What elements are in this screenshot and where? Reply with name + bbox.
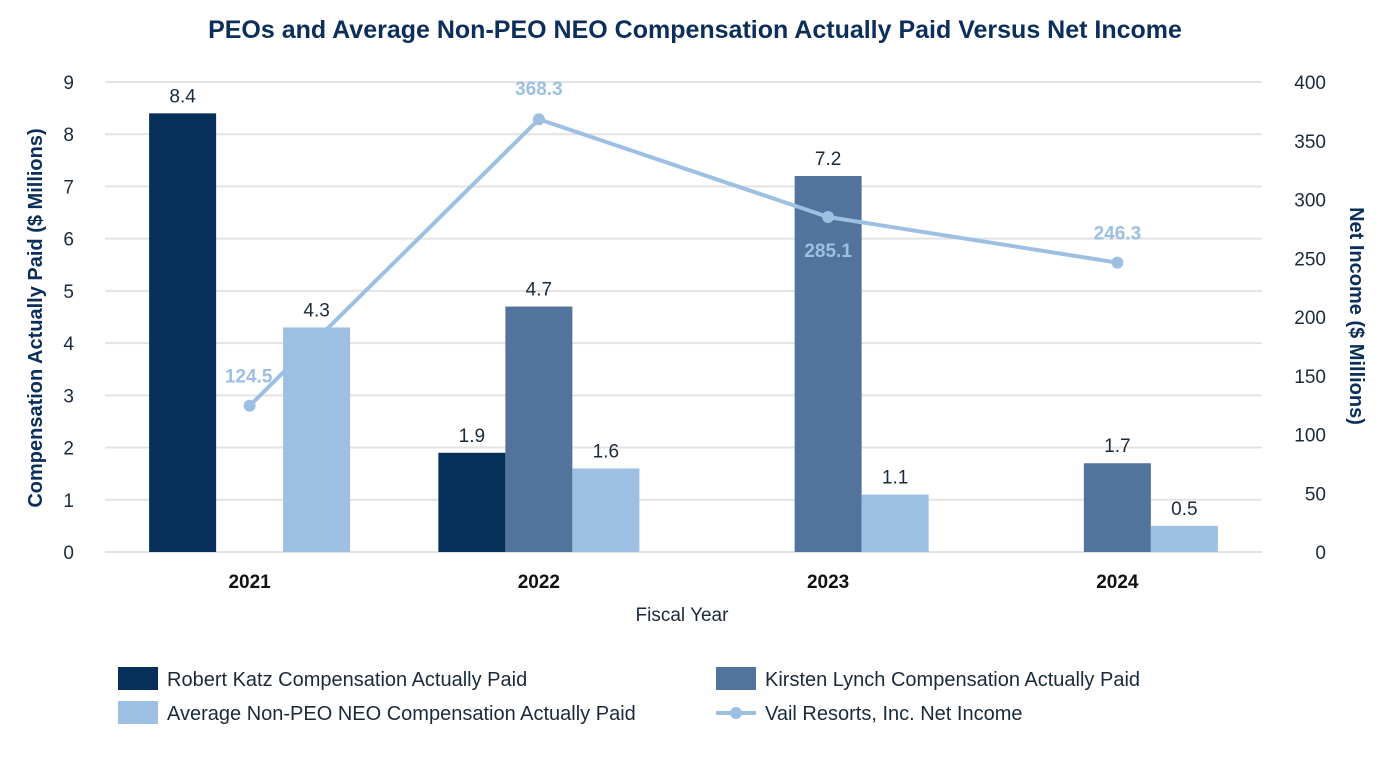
y-tick-label: 7 [63, 177, 74, 198]
bar [149, 113, 217, 552]
y-tick-label: 9 [63, 73, 74, 94]
net-income-line [243, 113, 1124, 412]
bar [283, 327, 351, 552]
y-tick-label: 0 [63, 543, 74, 564]
y2-tick-label: 0 [1315, 543, 1326, 564]
x-tick-label: 2024 [1096, 572, 1139, 593]
legend-label: Average Non-PEO NEO Compensation Actuall… [167, 703, 636, 725]
y-tick-label: 8 [63, 125, 74, 146]
x-axis-title: Fiscal Year [636, 605, 730, 626]
legend-label: Vail Resorts, Inc. Net Income [765, 703, 1023, 725]
bar-data-label: 1.1 [882, 468, 908, 489]
axis-ticks: 0 1 2 3 4 5 6 7 8 9 0 50 100 150 200 250 300 350 400 2021 20… [63, 73, 1326, 593]
x-tick-label: 2022 [518, 572, 560, 593]
legend-line-marker [730, 707, 742, 719]
bar-data-label: 7.2 [815, 149, 841, 170]
line-data-label: 368.3 [515, 79, 563, 100]
y2-tick-label: 100 [1294, 426, 1326, 447]
line-point [532, 113, 545, 126]
y2-tick-label: 250 [1294, 249, 1326, 270]
bar-data-label: 4.7 [526, 280, 552, 301]
bar-data-label: 8.4 [169, 86, 196, 107]
y2-tick-label: 50 [1305, 484, 1326, 505]
legend-swatch [118, 701, 158, 724]
bar-data-label: 0.5 [1171, 499, 1197, 520]
y-tick-label: 3 [63, 386, 74, 407]
legend: Robert Katz Compensation Actually Paid Ki… [118, 667, 1140, 725]
y-tick-label: 4 [63, 334, 74, 355]
line-point [1111, 256, 1124, 269]
y2-tick-label: 400 [1294, 73, 1326, 94]
y2-axis-title: Net Income ($ Millions) [1345, 207, 1367, 425]
legend-label: Robert Katz Compensation Actually Paid [167, 669, 527, 691]
bar-data-label: 4.3 [303, 300, 329, 321]
bar-data-label: 1.7 [1104, 436, 1130, 457]
net-income-line-path [248, 117, 1118, 408]
legend-label: Kirsten Lynch Compensation Actually Paid [765, 669, 1140, 691]
bars [149, 113, 1218, 552]
bar [505, 306, 573, 552]
x-tick-label: 2021 [228, 572, 271, 593]
chart-title: PEOs and Average Non-PEO NEO Compensatio… [208, 16, 1182, 44]
y-axis-title: Compensation Actually Paid ($ Millions) [25, 128, 47, 507]
y-tick-label: 2 [63, 439, 74, 460]
legend-swatch [716, 667, 756, 690]
y2-tick-label: 150 [1294, 367, 1326, 388]
y2-tick-label: 300 [1294, 191, 1326, 212]
bar-data-label: 1.9 [459, 426, 485, 447]
y-tick-label: 1 [63, 491, 74, 512]
bar-data-label: 1.6 [593, 441, 619, 462]
x-tick-label: 2023 [807, 572, 849, 593]
bar [572, 468, 640, 552]
bar [1083, 463, 1151, 552]
line-data-label: 285.1 [804, 241, 852, 262]
y2-tick-label: 200 [1294, 308, 1326, 329]
y2-tick-label: 350 [1294, 132, 1326, 153]
line-data-label: 246.3 [1094, 224, 1142, 245]
bar [438, 452, 506, 552]
bar [1150, 525, 1218, 552]
bar [794, 176, 862, 552]
legend-swatch [118, 667, 158, 690]
line-point [822, 211, 835, 224]
y-tick-label: 5 [63, 282, 74, 303]
data-labels: 8.4 1.9 4.7 7.2 1.7 4.3 1.6 1.1 0.5 124.5 368.3 285… [169, 79, 1197, 520]
line-point [243, 399, 256, 412]
line-data-label: 124.5 [225, 367, 273, 388]
y-tick-label: 6 [63, 230, 74, 251]
bar [861, 494, 929, 552]
